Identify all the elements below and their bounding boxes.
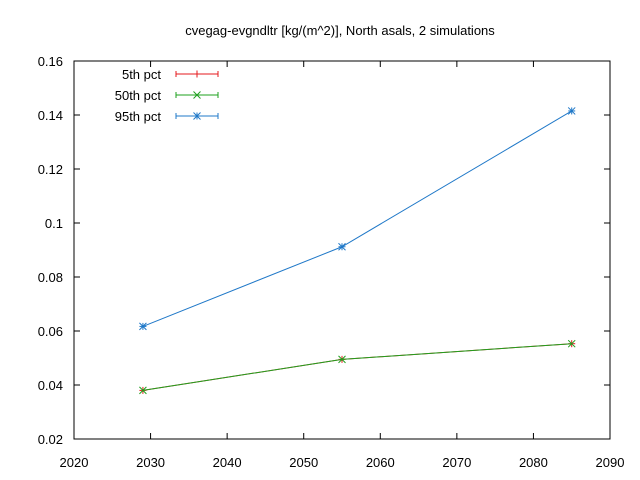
legend-item: 50th pct xyxy=(115,88,219,103)
legend-item: 5th pct xyxy=(122,67,219,82)
y-tick-label: 0.08 xyxy=(38,270,63,285)
axis-ticks: 2020 2030 2040 2050 2060 2070 2080 2090 0.02 0.04… xyxy=(38,54,625,470)
x-tick-label: 2030 xyxy=(136,455,165,470)
y-tick-label: 0.02 xyxy=(38,432,63,447)
legend-marker xyxy=(193,91,201,99)
data-point xyxy=(338,355,346,364)
series-layer xyxy=(139,107,576,395)
x-tick-label: 2080 xyxy=(519,455,548,470)
x-tick-label: 2090 xyxy=(596,455,625,470)
x-tick-label: 2060 xyxy=(366,455,395,470)
data-point xyxy=(139,386,147,395)
legend-marker xyxy=(193,70,201,78)
x-tick-label: 2040 xyxy=(213,455,242,470)
chart-title: cvegag-evgndltr [kg/(m^2)], North asals,… xyxy=(185,23,495,38)
series-line xyxy=(142,110,572,327)
series-2 xyxy=(139,339,576,395)
legend-label: 5th pct xyxy=(122,67,161,82)
legend-marker xyxy=(193,112,201,120)
legend-label: 50th pct xyxy=(115,88,162,103)
y-tick-label: 0.1 xyxy=(45,216,63,231)
plot-area-border xyxy=(73,60,611,440)
x-tick-label: 2020 xyxy=(60,455,89,470)
series-line xyxy=(142,343,572,391)
series-3 xyxy=(139,107,576,331)
data-point xyxy=(139,322,147,331)
series-line xyxy=(142,343,572,391)
data-point xyxy=(338,242,346,251)
y-tick-label: 0.04 xyxy=(38,378,63,393)
x-tick-label: 2050 xyxy=(289,455,318,470)
data-point xyxy=(567,339,576,348)
y-tick-label: 0.16 xyxy=(38,54,63,69)
legend: 5th pct 50th pct 95th pct xyxy=(115,67,219,124)
x-tick-label: 2070 xyxy=(442,455,471,470)
y-tick-label: 0.06 xyxy=(38,324,63,339)
y-tick-label: 0.12 xyxy=(38,162,63,177)
legend-label: 95th pct xyxy=(115,109,162,124)
legend-item: 95th pct xyxy=(115,109,219,124)
data-point xyxy=(567,107,576,115)
y-tick-label: 0.14 xyxy=(38,108,63,123)
